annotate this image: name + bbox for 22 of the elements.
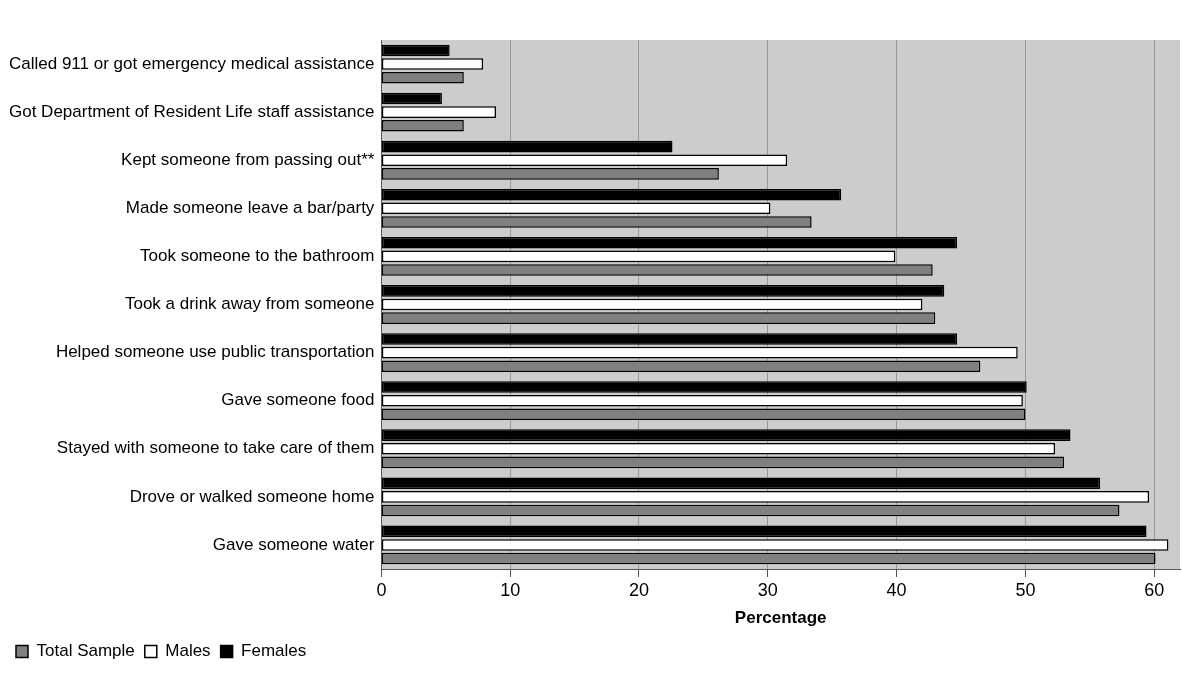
y-tick-label: Drove or walked someone home <box>129 486 375 506</box>
legend-label: Total Sample <box>36 641 135 661</box>
legend-label: Females <box>241 641 307 661</box>
x-tick-label: 40 <box>886 579 907 600</box>
y-tick-label: Gave someone water <box>212 534 375 554</box>
y-tick-label: Took a drink away from someone <box>124 294 375 314</box>
y-tick-label: Made someone leave a bar/party <box>125 198 375 218</box>
x-tick-label: 60 <box>1144 579 1165 600</box>
y-tick-label: Stayed with someone to take care of them <box>56 438 375 458</box>
x-tick-label: 30 <box>757 579 778 600</box>
y-tick-label: Took someone to the bathroom <box>140 246 375 266</box>
y-tick-label: Called 911 or got emergency medical assistance <box>8 53 375 73</box>
x-tick-label: 20 <box>628 579 650 600</box>
x-axis-title: Percentage <box>734 608 827 628</box>
y-tick-label: Got Department of Resident Life staff assistance <box>8 101 375 121</box>
y-tick-label: Kept someone from passing out** <box>121 149 375 169</box>
y-tick-label: Gave someone food <box>221 390 375 410</box>
x-tick-label: 50 <box>1015 579 1036 600</box>
y-tick-label: Helped someone use public transportation <box>55 342 375 362</box>
x-tick-label: 0 <box>376 579 387 600</box>
legend-label: Males <box>165 641 211 661</box>
x-tick-label: 10 <box>500 579 521 600</box>
